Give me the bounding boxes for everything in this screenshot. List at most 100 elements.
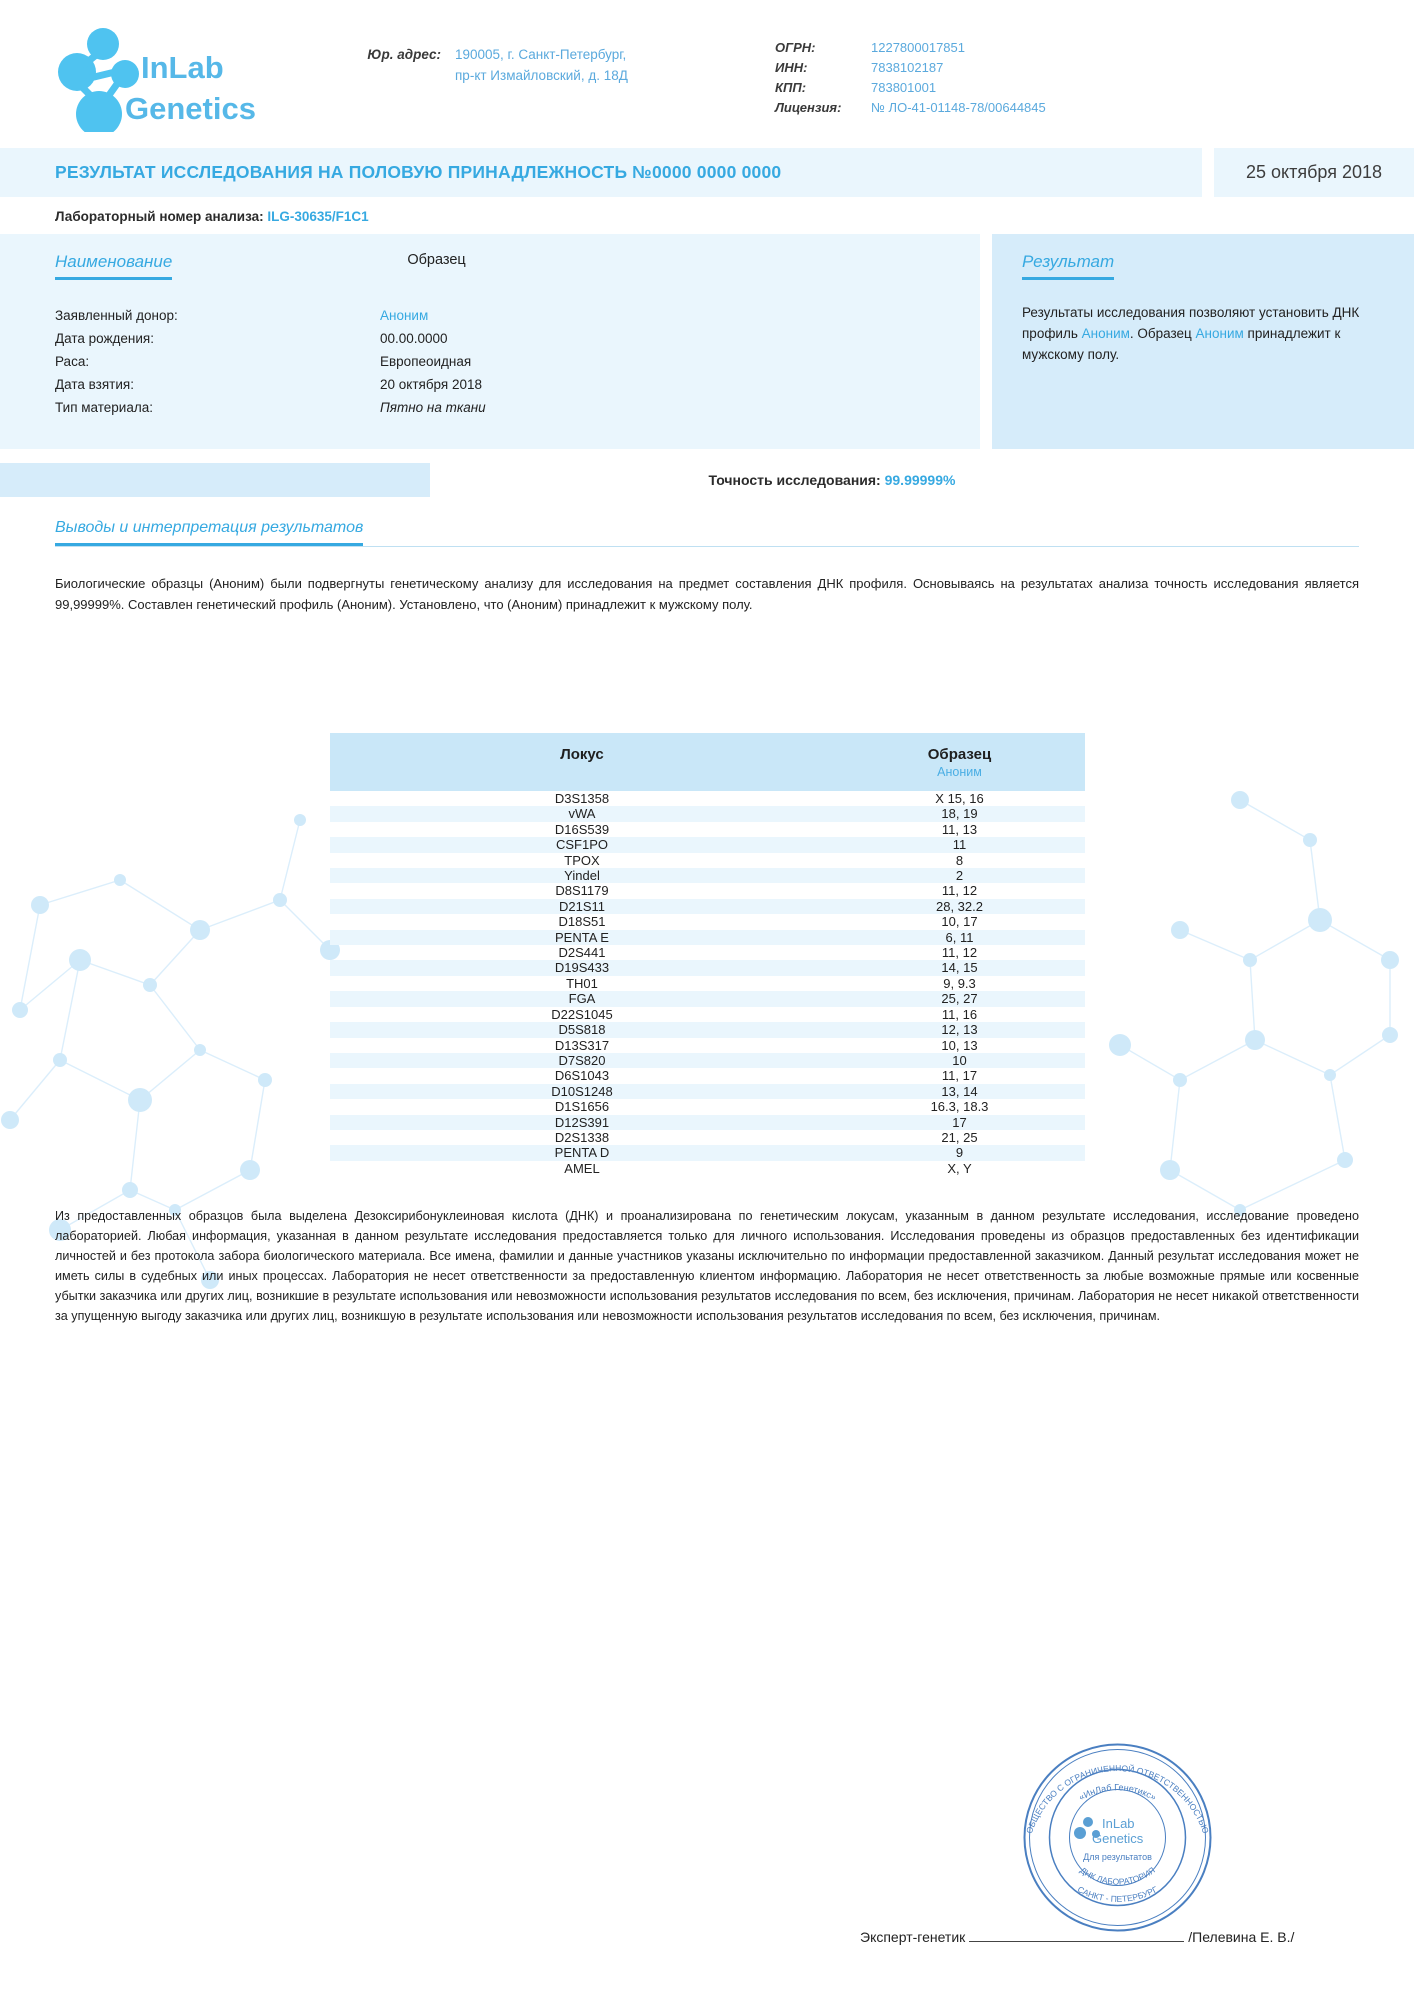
result-text-part3: принадлежит к мужскому полу.	[1022, 326, 1341, 362]
result-highlight-1: Аноним	[1081, 326, 1130, 341]
cell-sample-value: 6, 11	[945, 929, 974, 945]
result-text-part1: Результаты исследования позволяют устано…	[1022, 305, 1360, 341]
cell-sample-value: 21, 25	[941, 1129, 978, 1145]
page-title: РЕЗУЛЬТАТ ИССЛЕДОВАНИЯ НА ПОЛОВУЮ ПРИНАД…	[55, 162, 782, 182]
cell-sample-value: X, Y	[947, 1160, 972, 1176]
panel-gap	[980, 234, 992, 449]
sample-info-headers: Наименование Образец	[55, 252, 980, 280]
table-row: D7S820 10	[329, 1052, 1085, 1069]
table-row: D8S1179 11, 12	[330, 883, 1085, 898]
cell-sample-value: 11, 17	[941, 1068, 978, 1084]
cell-locus: D10S1248	[551, 1083, 613, 1099]
cell-locus: D2S441	[558, 945, 606, 961]
signature-role: Эксперт-генетик	[860, 1929, 966, 1945]
table-row: D2S1338 21, 25	[330, 1130, 1085, 1145]
conclusion-body: Биологические образцы (Аноним) были подв…	[55, 576, 1359, 612]
field-row-donor: Заявленный донор: Аноним	[55, 304, 980, 327]
cell-sample-value: X 15, 16	[935, 791, 984, 806]
conclusion-divider	[55, 546, 1359, 547]
cell-sample-value: 18, 19	[941, 806, 978, 822]
column-header-locus: Локус	[560, 746, 604, 763]
accuracy-value: 99.99999%	[884, 472, 956, 488]
accuracy-text: Точность исследования: 99.99999%	[430, 472, 1414, 488]
column-header-sample-title: Образец	[927, 746, 992, 763]
field-label-donor: Заявленный донор:	[55, 308, 178, 323]
cell-locus: FGA	[568, 991, 596, 1007]
column-header-sample: Образец Аноним	[835, 746, 1085, 779]
lab-number-value: ILG-30635/F1C1	[267, 209, 369, 224]
table-row: D16S539 11, 13	[330, 822, 1085, 837]
table-row: Yindel 2	[329, 868, 1085, 884]
conclusion-title: Выводы и интерпретация результатов	[55, 519, 364, 546]
field-value-race: Европеоидная	[380, 354, 472, 369]
cell-locus: TH01	[566, 975, 598, 991]
info-panels: Наименование Образец Заявленный донор: А…	[0, 234, 1414, 449]
field-row-material-type: Тип материала: Пятно на ткани	[55, 396, 980, 419]
obrazec-title: Образец	[407, 252, 466, 268]
table-row: CSF1PO 11	[329, 837, 1085, 853]
signature-line: Эксперт-генетик /Пелевина Е. В./	[860, 1929, 1294, 1945]
cell-locus: TPOX	[564, 852, 600, 868]
document-header: InLab Genetics Юр. адрес: 190005, г. Сан…	[0, 0, 1414, 142]
ogrn-label: ОГРН:	[775, 40, 816, 55]
field-row-race: Раса: Европеоидная	[55, 350, 980, 373]
address-line-1: 190005, г. Санкт-Петербург,	[455, 47, 627, 62]
cell-locus: D6S1043	[554, 1068, 610, 1084]
table-row: D10S1248 13, 14	[329, 1083, 1085, 1100]
cell-locus: PENTA E	[555, 929, 609, 945]
cell-sample-value: 11, 12	[941, 945, 978, 961]
cell-locus: D2S1338	[554, 1129, 610, 1145]
table-row: D5S818 12, 13	[329, 1022, 1085, 1038]
kpp-label: КПП:	[775, 80, 807, 95]
company-stamp: ОБЩЕСТВО С ОГРАНИЧЕННОЙ ОТВЕТСТВЕННОСТЬЮ…	[1010, 1730, 1225, 1945]
cell-locus: vWA	[568, 806, 596, 822]
cell-locus: PENTA D	[554, 1145, 610, 1161]
cell-locus: D18S51	[558, 914, 606, 930]
str-profile-table: Локус Образец Аноним D3S1358 X 15, 16 vWA 1…	[329, 733, 1085, 1176]
table-row: AMEL X, Y	[330, 1161, 1085, 1176]
license-label: Лицензия:	[775, 100, 842, 115]
field-value-material-type: Пятно на ткани	[380, 400, 486, 415]
report-date: 25 октября 2018	[1214, 148, 1414, 197]
table-row: D21S11 28, 32.2	[329, 898, 1085, 915]
field-row-collection-date: Дата взятия: 20 октября 2018	[55, 373, 980, 396]
inn-label: ИНН:	[775, 60, 808, 75]
field-label-material-type: Тип материала:	[55, 400, 153, 415]
cell-locus: D21S11	[558, 898, 605, 914]
cell-sample-value: 16.3, 18.3	[930, 1099, 989, 1115]
signature-name: /Пелевина Е. В./	[1188, 1929, 1295, 1945]
cell-locus: D22S1045	[551, 1006, 613, 1022]
cell-sample-value: 8	[955, 852, 964, 868]
address-line-2: пр-кт Измайловский, д. 18Д	[455, 68, 628, 83]
ogrn-value: 1227800017851	[871, 40, 965, 55]
table-row: D2S441 11, 12	[330, 945, 1085, 960]
cell-sample-value: 2	[955, 868, 964, 884]
report-title-bar: РЕЗУЛЬТАТ ИССЛЕДОВАНИЯ НА ПОЛОВУЮ ПРИНАД…	[0, 148, 1414, 197]
field-label-birthdate: Дата рождения:	[55, 331, 154, 346]
table-row: TH01 9, 9.3	[330, 976, 1085, 991]
accuracy-decor-bar	[0, 463, 430, 497]
field-value-collection-date: 20 октября 2018	[380, 377, 483, 392]
svg-text:Для результатов: Для результатов	[1083, 1852, 1152, 1862]
title-bar-gap	[1202, 148, 1214, 197]
kpp-value: 783801001	[871, 80, 937, 95]
svg-text:InLab: InLab	[1102, 1816, 1135, 1831]
registration-details: ОГРН: 1227800017851 ИНН: 7838102187 КПП:…	[775, 22, 1374, 118]
field-value-birthdate: 00.00.0000	[380, 331, 448, 346]
registry-row-inn: ИНН: 7838102187	[775, 58, 1374, 78]
sample-field-list: Заявленный донор: Аноним Дата рождения: …	[55, 304, 980, 419]
field-value-donor: Аноним	[380, 308, 429, 323]
cell-sample-value: 10, 13	[941, 1037, 978, 1053]
cell-locus: D16S539	[554, 821, 610, 837]
accuracy-strip: Точность исследования: 99.99999%	[0, 463, 1414, 497]
table-row: D18S51 10, 17	[330, 914, 1085, 929]
svg-text:«ИнЛаб Генетикс»: «ИнЛаб Генетикс»	[1077, 1782, 1158, 1802]
result-highlight-2: Аноним	[1195, 326, 1244, 341]
cell-sample-value: 11, 13	[941, 821, 978, 837]
lab-number-label: Лабораторный номер анализа:	[55, 209, 264, 224]
cell-sample-value: 11, 12	[941, 883, 978, 899]
result-panel: Результат Результаты исследования позвол…	[992, 234, 1414, 449]
cell-sample-value: 25, 27	[941, 991, 978, 1007]
svg-text:Genetics: Genetics	[125, 91, 256, 126]
